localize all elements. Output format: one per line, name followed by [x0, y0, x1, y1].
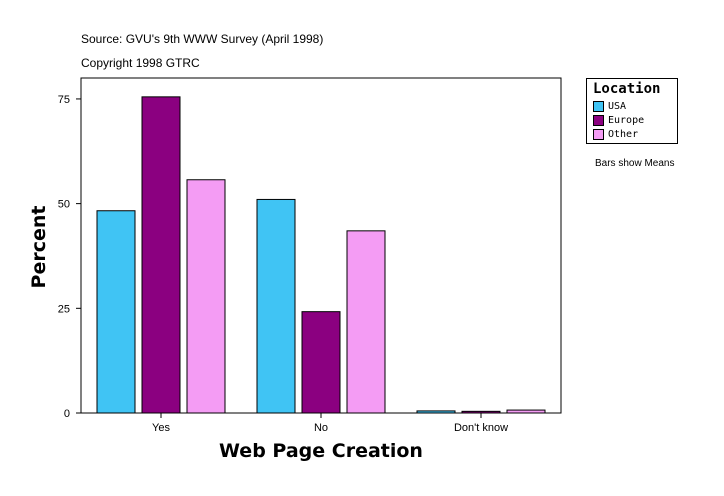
y-axis-title: Percent — [28, 206, 50, 289]
legend-label-other: Other — [608, 128, 639, 140]
bar-usa-0 — [96, 210, 136, 414]
legend-item-other: Other — [593, 128, 638, 140]
source-text: Source: GVU's 9th WWW Survey (April 1998… — [81, 32, 324, 46]
legend-label-europe: Europe — [608, 114, 645, 126]
bar-other-2 — [506, 409, 546, 414]
legend-swatch-europe — [593, 114, 604, 126]
x-tick-label: Don't know — [454, 422, 508, 434]
bar-europe-0 — [141, 96, 181, 414]
bar-europe-1 — [301, 311, 341, 414]
legend-item-usa: USA — [593, 100, 626, 112]
x-tick-label: No — [314, 422, 328, 434]
copyright-text: Copyright 1998 GTRC — [81, 56, 200, 70]
bar-other-0 — [186, 179, 226, 414]
y-tick-label: 75 — [58, 94, 70, 106]
legend-item-europe: Europe — [593, 114, 644, 126]
y-tick-label: 50 — [58, 199, 70, 211]
legend-swatch-other — [593, 128, 604, 140]
legend-swatch-usa — [593, 100, 604, 112]
y-tick-label: 25 — [58, 303, 70, 315]
bar-usa-1 — [256, 198, 296, 414]
bars — [96, 96, 546, 414]
bars-note: Bars show Means — [595, 158, 675, 169]
bar-europe-2 — [461, 410, 501, 414]
ticks: 0 25 50 75 Yes No Don't know — [58, 94, 508, 434]
y-tick-label: 0 — [64, 408, 70, 420]
bar-usa-2 — [416, 410, 456, 414]
bar-other-1 — [346, 230, 386, 414]
legend: Location USA Europe Other — [586, 78, 678, 144]
x-tick-label: Yes — [152, 422, 170, 434]
legend-title: Location — [593, 81, 661, 97]
x-axis-title: Web Page Creation — [219, 440, 423, 462]
legend-label-usa: USA — [608, 100, 627, 112]
